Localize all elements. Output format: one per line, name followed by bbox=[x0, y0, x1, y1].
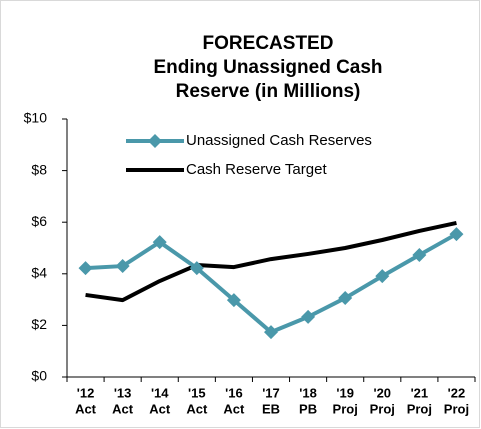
marker bbox=[338, 291, 353, 306]
x-tick-label: PB bbox=[299, 401, 317, 416]
x-tick-label: '14 bbox=[151, 385, 169, 400]
x-tick-label: '20 bbox=[373, 385, 391, 400]
series-line bbox=[85, 221, 457, 303]
x-tick-label: Act bbox=[223, 401, 245, 416]
marker bbox=[152, 235, 167, 250]
marker bbox=[449, 227, 464, 242]
x-tick-label: EB bbox=[262, 401, 280, 416]
x-tick-label: '12 bbox=[77, 385, 95, 400]
x-tick-label: '18 bbox=[299, 385, 317, 400]
chart-title: FORECASTED bbox=[203, 33, 334, 54]
x-tick-label: Act bbox=[112, 401, 134, 416]
chart-title: Ending Unassigned Cash bbox=[153, 57, 382, 78]
y-tick-label: $4 bbox=[31, 265, 47, 281]
marker bbox=[226, 293, 241, 308]
y-tick-label: $8 bbox=[31, 161, 47, 177]
chart-title: Reserve (in Millions) bbox=[176, 81, 361, 102]
legend-label: Unassigned Cash Reserves bbox=[186, 132, 372, 149]
marker bbox=[301, 309, 316, 324]
x-tick-label: Act bbox=[186, 401, 208, 416]
legend-label: Cash Reserve Target bbox=[186, 161, 327, 178]
legend-marker bbox=[148, 134, 162, 148]
x-tick-label: '13 bbox=[114, 385, 132, 400]
x-tick-label: '16 bbox=[225, 385, 243, 400]
y-tick-label: $10 bbox=[24, 110, 48, 126]
marker bbox=[412, 247, 427, 262]
x-tick-label: Proj bbox=[333, 401, 358, 416]
x-tick-label: Proj bbox=[370, 401, 395, 416]
x-tick-label: '17 bbox=[262, 385, 280, 400]
marker bbox=[375, 269, 390, 284]
x-tick-label: Proj bbox=[444, 401, 469, 416]
y-tick-label: $6 bbox=[31, 213, 47, 229]
marker bbox=[189, 261, 204, 276]
x-tick-label: Act bbox=[75, 401, 97, 416]
marker bbox=[78, 261, 93, 276]
x-tick-label: Proj bbox=[407, 401, 432, 416]
marker bbox=[115, 259, 130, 274]
x-tick-label: '21 bbox=[411, 385, 429, 400]
y-tick-label: $0 bbox=[31, 368, 47, 384]
marker bbox=[264, 325, 278, 340]
x-tick-label: Act bbox=[149, 401, 171, 416]
x-tick-label: '22 bbox=[448, 385, 466, 400]
x-tick-label: '15 bbox=[188, 385, 206, 400]
y-tick-label: $2 bbox=[31, 316, 47, 332]
x-tick-label: '19 bbox=[336, 385, 354, 400]
